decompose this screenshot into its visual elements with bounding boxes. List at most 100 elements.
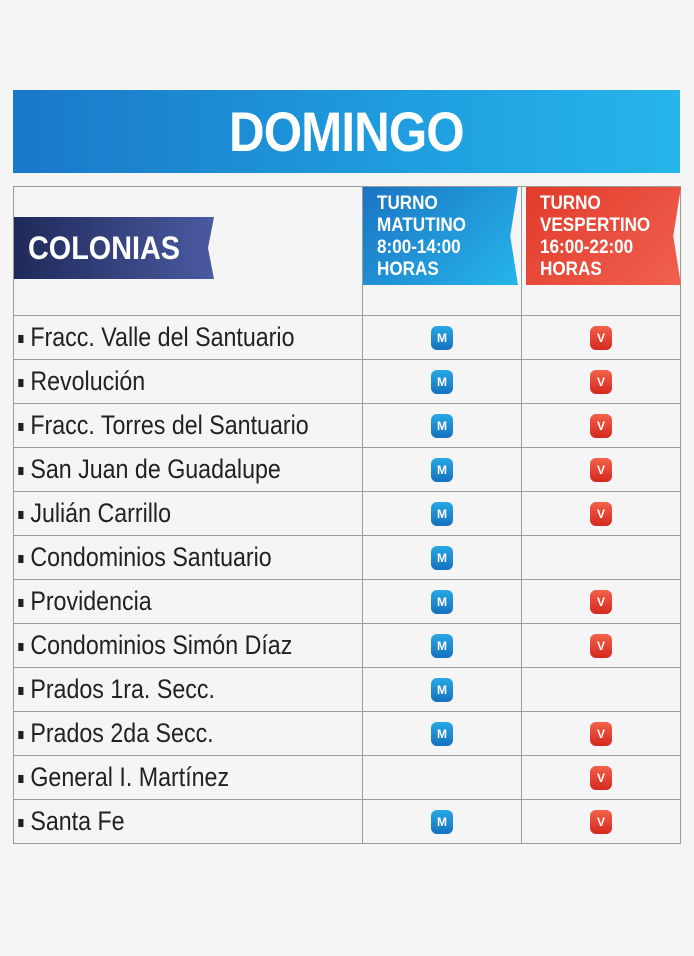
matutino-badge: M bbox=[431, 677, 453, 702]
table-row: San Juan de Guadalupe M V bbox=[13, 447, 681, 492]
colonia-name: Revolución bbox=[14, 366, 145, 397]
vespertino-cell: V bbox=[521, 623, 681, 668]
vespertino-cell: V bbox=[521, 359, 681, 404]
bullet-icon bbox=[18, 334, 24, 343]
table-row: Fracc. Valle del Santuario M V bbox=[13, 315, 681, 360]
matutino-label: TURNO MATUTINO 8:00-14:00 HORAS bbox=[363, 187, 518, 285]
matutino-line: MATUTINO bbox=[377, 215, 466, 236]
vespertino-cell bbox=[521, 535, 681, 580]
bullet-icon bbox=[18, 774, 24, 783]
vespertino-badge: V bbox=[590, 413, 612, 438]
matutino-cell: M bbox=[362, 579, 522, 624]
colonia-text: Julián Carrillo bbox=[30, 498, 172, 528]
matutino-badge: M bbox=[431, 501, 453, 526]
matutino-cell: M bbox=[362, 711, 522, 756]
colonia-cell: Fracc. Torres del Santuario bbox=[13, 403, 363, 448]
vespertino-badge: V bbox=[590, 501, 612, 526]
matutino-badge: M bbox=[431, 809, 453, 834]
matutino-badge: M bbox=[431, 413, 453, 438]
colonia-text: Prados 1ra. Secc. bbox=[30, 674, 215, 704]
colonia-cell: Prados 1ra. Secc. bbox=[13, 667, 363, 712]
colonia-text: Revolución bbox=[30, 366, 146, 396]
colonia-cell: Providencia bbox=[13, 579, 363, 624]
colonia-text: Condominios Simón Díaz bbox=[30, 630, 293, 660]
matutino-badge: M bbox=[431, 721, 453, 746]
table-row: General I. Martínez V bbox=[13, 755, 681, 800]
matutino-cell: M bbox=[362, 491, 522, 536]
bullet-icon bbox=[18, 422, 24, 431]
colonia-cell: Condominios Santuario bbox=[13, 535, 363, 580]
vespertino-badge: V bbox=[590, 765, 612, 790]
vespertino-header-cell: TURNO VESPERTINO 16:00-22:00 HORAS bbox=[521, 186, 681, 316]
table-row: Condominios Simón Díaz M V bbox=[13, 623, 681, 668]
colonia-name: Condominios Santuario bbox=[14, 542, 272, 573]
colonia-name: Prados 1ra. Secc. bbox=[14, 674, 215, 705]
colonia-text: General I. Martínez bbox=[30, 762, 230, 792]
matutino-badge: M bbox=[431, 545, 453, 570]
colonia-name: Santa Fe bbox=[14, 806, 125, 837]
colonia-name: Providencia bbox=[14, 586, 152, 617]
table-row: Fracc. Torres del Santuario M V bbox=[13, 403, 681, 448]
table-row: Prados 1ra. Secc. M bbox=[13, 667, 681, 712]
bullet-icon bbox=[18, 554, 24, 563]
matutino-cell: M bbox=[362, 359, 522, 404]
colonia-cell: Santa Fe bbox=[13, 799, 363, 844]
bullet-icon bbox=[18, 730, 24, 739]
vespertino-cell: V bbox=[521, 799, 681, 844]
colonia-cell: Prados 2da Secc. bbox=[13, 711, 363, 756]
matutino-cell: M bbox=[362, 667, 522, 712]
colonia-cell: Julián Carrillo bbox=[13, 491, 363, 536]
matutino-badge: M bbox=[431, 633, 453, 658]
matutino-line: TURNO bbox=[377, 193, 438, 214]
colonia-text: San Juan de Guadalupe bbox=[30, 454, 281, 484]
matutino-cell: M bbox=[362, 799, 522, 844]
vespertino-line: HORAS bbox=[540, 259, 602, 280]
table-row: Santa Fe M V bbox=[13, 799, 681, 844]
colonia-cell: Condominios Simón Díaz bbox=[13, 623, 363, 668]
colonia-text: Condominios Santuario bbox=[30, 542, 272, 572]
colonia-name: Condominios Simón Díaz bbox=[14, 630, 292, 661]
vespertino-badge: V bbox=[590, 325, 612, 350]
matutino-cell: M bbox=[362, 623, 522, 668]
bullet-icon bbox=[18, 818, 24, 827]
day-title: DOMINGO bbox=[229, 100, 465, 163]
matutino-badge: M bbox=[431, 589, 453, 614]
day-banner: DOMINGO bbox=[13, 90, 680, 173]
colonia-name: Julián Carrillo bbox=[14, 498, 171, 529]
colonia-text: Prados 2da Secc. bbox=[30, 718, 214, 748]
matutino-hours: 8:00-14:00 bbox=[377, 237, 461, 258]
vespertino-badge: V bbox=[590, 633, 612, 658]
matutino-badge: M bbox=[431, 369, 453, 394]
vespertino-cell: V bbox=[521, 755, 681, 800]
colonia-name: General I. Martínez bbox=[14, 762, 229, 793]
colonia-name: San Juan de Guadalupe bbox=[14, 454, 281, 485]
colonia-cell: Fracc. Valle del Santuario bbox=[13, 315, 363, 360]
colonia-name: Prados 2da Secc. bbox=[14, 718, 214, 749]
colonia-name: Fracc. Valle del Santuario bbox=[14, 322, 294, 353]
matutino-header-cell: TURNO MATUTINO 8:00-14:00 HORAS bbox=[362, 186, 522, 316]
bullet-icon bbox=[18, 598, 24, 607]
vespertino-cell: V bbox=[521, 579, 681, 624]
vespertino-line: VESPERTINO bbox=[540, 215, 651, 236]
colonia-cell: Revolución bbox=[13, 359, 363, 404]
table-row: Condominios Santuario M bbox=[13, 535, 681, 580]
matutino-cell: M bbox=[362, 535, 522, 580]
matutino-badge: M bbox=[431, 457, 453, 482]
table-row: Julián Carrillo M V bbox=[13, 491, 681, 536]
bullet-icon bbox=[18, 378, 24, 387]
bullet-icon bbox=[18, 642, 24, 651]
table-row: Providencia M V bbox=[13, 579, 681, 624]
colonias-label: COLONIAS bbox=[14, 217, 214, 279]
vespertino-cell: V bbox=[521, 711, 681, 756]
matutino-cell: M bbox=[362, 447, 522, 492]
colonia-text: Fracc. Valle del Santuario bbox=[30, 322, 295, 352]
matutino-badge: M bbox=[431, 325, 453, 350]
schedule-table: COLONIAS TURNO MATUTINO 8:00-14:00 HORAS TU… bbox=[13, 186, 681, 844]
vespertino-badge: V bbox=[590, 457, 612, 482]
matutino-cell bbox=[362, 755, 522, 800]
colonia-text: Fracc. Torres del Santuario bbox=[30, 410, 309, 440]
vespertino-hours: 16:00-22:00 bbox=[540, 237, 634, 258]
matutino-cell: M bbox=[362, 403, 522, 448]
vespertino-badge: V bbox=[590, 721, 612, 746]
header-row: COLONIAS TURNO MATUTINO 8:00-14:00 HORAS TU… bbox=[13, 186, 681, 316]
